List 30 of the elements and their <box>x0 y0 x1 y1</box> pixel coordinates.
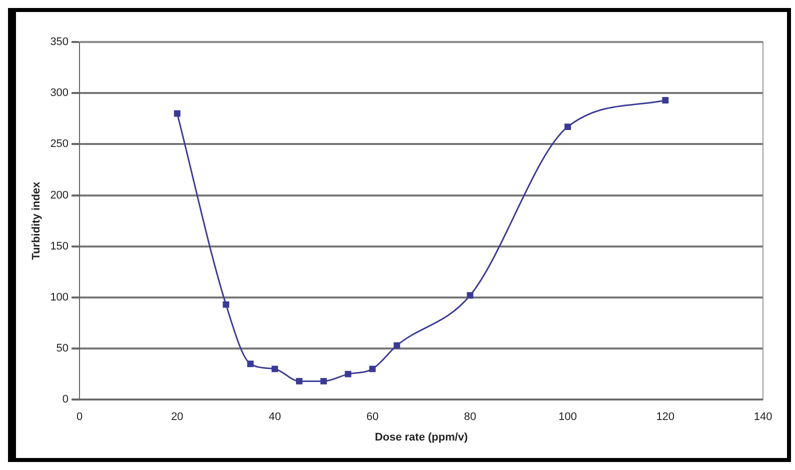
point <box>272 366 278 372</box>
y-tick-label: 50 <box>56 342 69 355</box>
point <box>394 342 400 349</box>
x-tick-label: 0 <box>76 411 83 424</box>
x-tick-label: 100 <box>558 411 577 424</box>
y-axis-title: Turbidity index <box>30 180 43 260</box>
y-tick-label: 100 <box>50 291 69 304</box>
y-tick-label: 250 <box>50 138 69 150</box>
point <box>466 292 474 299</box>
point <box>344 370 352 378</box>
x-tick-label: 60 <box>366 411 379 424</box>
y-tick-label: 200 <box>50 189 69 202</box>
y-tick-label: 350 <box>50 36 69 48</box>
point <box>662 97 669 104</box>
x-tick-label: 140 <box>754 411 772 424</box>
y-tick-label: 300 <box>50 87 69 100</box>
y-tick-label: 150 <box>50 240 69 252</box>
point <box>296 378 302 384</box>
point <box>564 124 571 130</box>
x-tick-label: 20 <box>171 411 184 424</box>
point <box>247 360 254 368</box>
point <box>174 110 180 117</box>
point <box>222 301 230 308</box>
x-axis-title: Dose rate (ppm/v) <box>374 431 468 444</box>
x-tick-label: 120 <box>656 411 675 424</box>
point <box>369 366 376 372</box>
x-tick-label: 80 <box>464 411 476 424</box>
point <box>320 378 327 384</box>
x-tick-label: 40 <box>268 411 281 424</box>
y-tick-label: 0 <box>62 394 69 406</box>
